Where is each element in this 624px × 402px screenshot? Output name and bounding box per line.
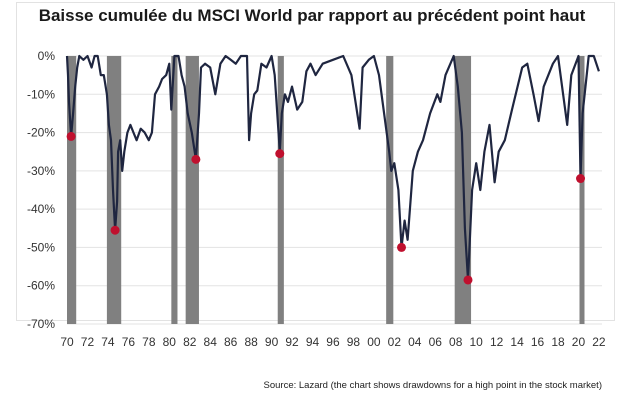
x-tick-label: 00	[367, 335, 381, 349]
x-tick-label: 22	[592, 335, 606, 349]
x-tick-label: 86	[224, 335, 238, 349]
x-tick-label: 12	[490, 335, 504, 349]
x-tick-label: 06	[429, 335, 443, 349]
trough-marker	[275, 149, 285, 159]
x-tick-label: 16	[531, 335, 545, 349]
x-tick-label: 14	[510, 335, 524, 349]
x-tick-label: 94	[306, 335, 320, 349]
x-tick-label: 92	[285, 335, 299, 349]
x-tick-label: 72	[81, 335, 95, 349]
drawdown-line	[65, 54, 600, 282]
chart-frame	[16, 2, 615, 321]
x-tick-label: 82	[183, 335, 197, 349]
recession-bar	[171, 56, 178, 324]
trough-marker	[191, 154, 201, 164]
x-tick-label: 20	[572, 335, 586, 349]
x-tick-label: 02	[388, 335, 402, 349]
y-tick-label: 0%	[38, 49, 56, 63]
x-tick-label: 78	[142, 335, 156, 349]
recession-bar	[579, 56, 585, 324]
recession-bar	[67, 56, 77, 324]
trough-marker	[110, 225, 120, 235]
x-tick-label: 90	[265, 335, 279, 349]
y-tick-label: -70%	[27, 317, 55, 331]
y-tick-label: -20%	[27, 126, 55, 140]
recession-bar	[386, 56, 394, 324]
x-tick-label: 18	[551, 335, 565, 349]
y-tick-label: -30%	[27, 164, 55, 178]
trough-marker	[576, 174, 586, 184]
x-tick-label: 88	[244, 335, 258, 349]
x-tick-label: 70	[60, 335, 74, 349]
y-tick-label: -60%	[27, 279, 55, 293]
trough-marker	[463, 275, 473, 285]
x-tick-label: 76	[122, 335, 136, 349]
trough-marker	[66, 131, 76, 141]
y-tick-label: -50%	[27, 240, 55, 254]
trough-marker	[397, 242, 407, 252]
chart-title: Baisse cumulée du MSCI World par rapport…	[38, 6, 586, 25]
x-tick-label: 84	[204, 335, 218, 349]
source-note: Source: Lazard (the chart shows drawdown…	[263, 380, 602, 391]
y-tick-label: -40%	[27, 202, 55, 216]
recession-bar	[277, 56, 284, 324]
x-tick-label: 80	[163, 335, 177, 349]
recession-bar	[185, 56, 199, 324]
x-tick-label: 74	[101, 335, 115, 349]
y-tick-label: -10%	[27, 87, 55, 101]
x-tick-label: 10	[469, 335, 483, 349]
x-tick-label: 96	[326, 335, 340, 349]
x-tick-label: 08	[449, 335, 463, 349]
x-tick-label: 98	[347, 335, 361, 349]
x-tick-label: 04	[408, 335, 422, 349]
